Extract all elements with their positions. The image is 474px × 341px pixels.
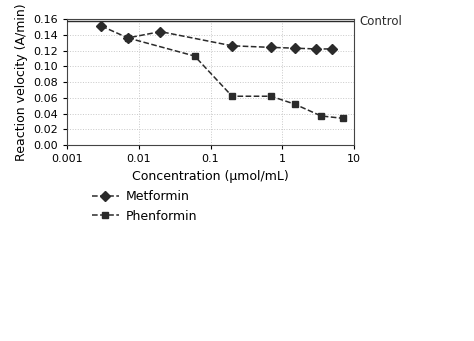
Metformin — [313, 47, 319, 51]
Metformin — [329, 47, 335, 51]
Metformin — [229, 44, 235, 48]
Text: Control: Control — [359, 15, 402, 28]
Phenformin — [340, 116, 346, 120]
Legend: Metformin, Phenformin: Metformin, Phenformin — [88, 187, 201, 226]
Metformin — [99, 24, 104, 28]
X-axis label: Concentration (μmol/mL): Concentration (μmol/mL) — [132, 170, 289, 183]
Y-axis label: Reaction velocity (A/min): Reaction velocity (A/min) — [15, 3, 28, 161]
Phenformin — [229, 94, 235, 98]
Phenformin — [192, 54, 198, 58]
Line: Phenformin: Phenformin — [124, 34, 346, 122]
Metformin — [268, 45, 274, 49]
Phenformin — [268, 94, 274, 98]
Phenformin — [292, 102, 298, 106]
Metformin — [125, 36, 131, 40]
Metformin — [292, 46, 298, 50]
Phenformin — [125, 36, 131, 40]
Phenformin — [318, 114, 324, 118]
Line: Metformin: Metformin — [98, 23, 336, 53]
Metformin — [158, 30, 164, 34]
